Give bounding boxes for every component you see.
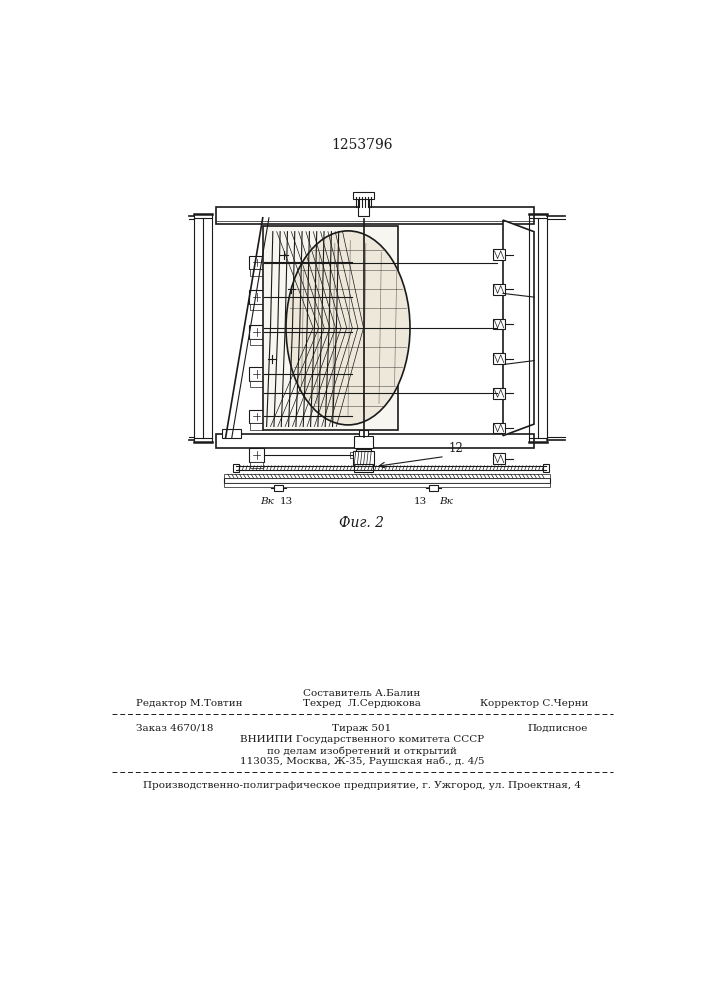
Bar xyxy=(493,353,506,364)
Bar xyxy=(349,452,356,458)
Bar xyxy=(250,339,263,345)
Bar xyxy=(354,436,373,448)
Bar xyxy=(353,451,374,465)
Text: 13: 13 xyxy=(280,497,293,506)
Bar xyxy=(249,325,264,339)
Bar xyxy=(358,197,369,216)
Polygon shape xyxy=(263,226,398,430)
Bar xyxy=(249,290,264,304)
Bar xyxy=(250,423,263,430)
Bar xyxy=(250,381,263,387)
Bar xyxy=(493,284,506,295)
Text: 12: 12 xyxy=(449,442,464,455)
Text: Составитель А.Балин: Составитель А.Балин xyxy=(303,688,421,698)
Bar xyxy=(224,474,549,478)
Text: Вк: Вк xyxy=(440,497,453,506)
Text: Тираж 501: Тираж 501 xyxy=(332,724,392,733)
Text: 113035, Москва, Ж-35, Раушская наб., д. 4/5: 113035, Москва, Ж-35, Раушская наб., д. … xyxy=(240,757,484,766)
Text: Редактор М.Товтин: Редактор М.Товтин xyxy=(136,699,243,708)
Text: Подписное: Подписное xyxy=(528,724,588,733)
Text: Производственно-полиграфическое предприятие, г. Ужгород, ул. Проектная, 4: Производственно-полиграфическое предприя… xyxy=(143,781,581,790)
Text: 13: 13 xyxy=(414,497,427,506)
Ellipse shape xyxy=(286,231,410,425)
Text: Фиг. 2: Фиг. 2 xyxy=(339,516,385,530)
Bar xyxy=(349,329,356,335)
Bar xyxy=(224,483,549,487)
Bar xyxy=(222,429,241,438)
Bar xyxy=(349,413,356,420)
Bar xyxy=(428,485,438,491)
Bar xyxy=(353,192,374,199)
Bar xyxy=(493,319,506,329)
Bar xyxy=(493,388,506,399)
Bar xyxy=(249,367,264,381)
Bar xyxy=(493,423,506,433)
Bar xyxy=(359,430,368,453)
Text: по делам изобретений и открытий: по делам изобретений и открытий xyxy=(267,746,457,756)
Bar xyxy=(216,207,534,224)
Bar xyxy=(250,462,263,468)
Bar xyxy=(249,256,264,269)
Text: 1253796: 1253796 xyxy=(331,138,392,152)
Bar xyxy=(224,478,549,483)
Bar xyxy=(250,269,263,276)
Bar xyxy=(274,485,283,491)
Bar xyxy=(250,304,263,310)
Bar xyxy=(542,464,549,472)
Text: Техред  Л.Сердюкова: Техред Л.Сердюкова xyxy=(303,699,421,708)
Bar xyxy=(493,249,506,260)
Text: Корректор С.Черни: Корректор С.Черни xyxy=(480,699,588,708)
Bar xyxy=(249,448,264,462)
Bar xyxy=(349,259,356,266)
Bar xyxy=(493,453,506,464)
Text: Вк: Вк xyxy=(260,497,274,506)
Polygon shape xyxy=(503,220,534,436)
Text: Заказ 4670/18: Заказ 4670/18 xyxy=(136,724,214,733)
Bar xyxy=(216,434,534,448)
Bar xyxy=(349,371,356,377)
Bar xyxy=(354,464,373,472)
Bar xyxy=(233,464,239,472)
Bar xyxy=(349,294,356,300)
Bar xyxy=(356,449,371,455)
Text: ВНИИПИ Государственного комитета СССР: ВНИИПИ Государственного комитета СССР xyxy=(240,735,484,744)
Bar xyxy=(249,410,264,423)
